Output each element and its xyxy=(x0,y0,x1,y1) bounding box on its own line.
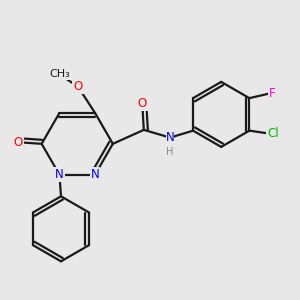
Text: Cl: Cl xyxy=(267,127,279,140)
Text: CH₃: CH₃ xyxy=(49,69,70,79)
Text: N: N xyxy=(55,168,64,181)
Text: O: O xyxy=(138,97,147,110)
Text: N: N xyxy=(166,131,175,144)
Text: N: N xyxy=(91,168,99,181)
Text: H: H xyxy=(167,146,174,157)
Text: O: O xyxy=(74,80,82,93)
Text: O: O xyxy=(14,136,23,149)
Text: F: F xyxy=(269,87,275,100)
